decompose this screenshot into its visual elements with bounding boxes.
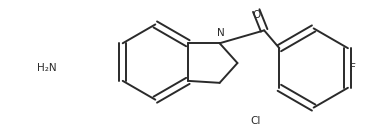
Text: Cl: Cl bbox=[250, 117, 261, 126]
Text: O: O bbox=[252, 10, 261, 20]
Text: H₂N: H₂N bbox=[37, 63, 56, 73]
Text: F: F bbox=[350, 63, 356, 73]
Text: N: N bbox=[217, 28, 224, 38]
